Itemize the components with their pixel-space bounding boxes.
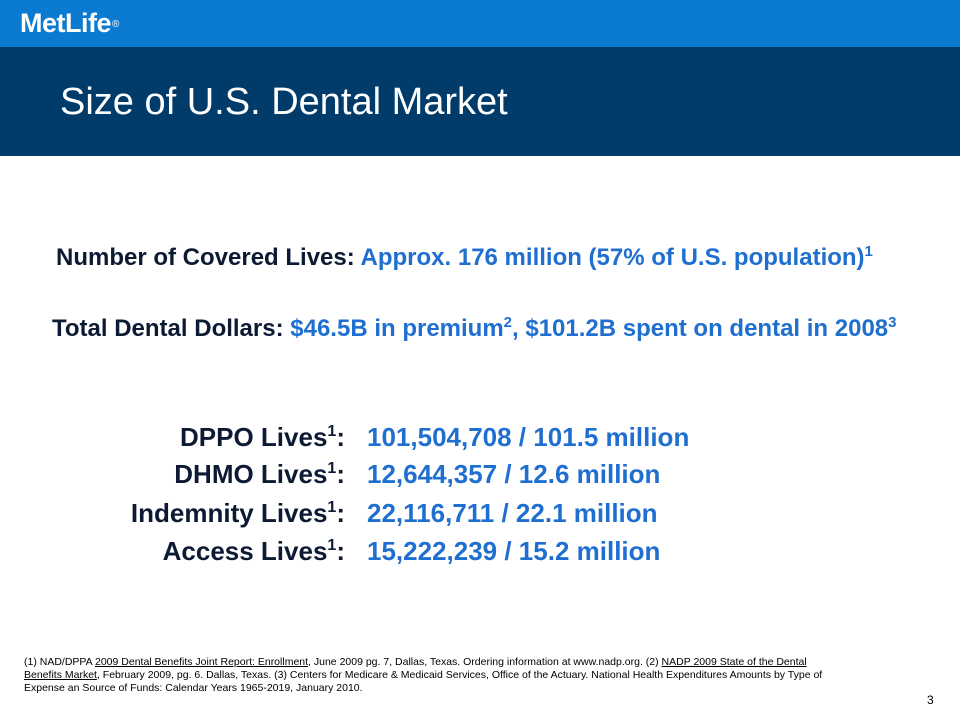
- lives-row-indemnity: Indemnity Lives1: 22,116,711 / 22.1 mill…: [0, 495, 960, 531]
- covered-lives-ref: 1: [864, 243, 873, 260]
- brand-bar: MetLife®: [0, 0, 960, 47]
- footnote-text: , June 2009 pg. 7, Dallas, Texas. Orderi…: [308, 656, 662, 668]
- title-band: [0, 47, 960, 156]
- premium-value: $46.5B in premium: [283, 315, 504, 342]
- lives-value: 12,644,357 / 12.6 million: [367, 459, 661, 489]
- covered-lives-label: Number of Covered Lives:: [56, 244, 355, 271]
- footnote-source-title: NADP 2009 State of the Dental Benefits M…: [24, 656, 807, 681]
- footnote-text: (1) NAD/DPPA: [24, 656, 95, 668]
- spent-ref: 3: [888, 314, 897, 331]
- dental-dollars-paragraph: Total Dental Dollars: $46.5B in premium2…: [52, 315, 922, 342]
- lives-label-text: Access Lives: [162, 536, 328, 566]
- lives-label-text: Indemnity Lives: [130, 498, 328, 528]
- lives-colon: :: [336, 536, 345, 566]
- footnote-source-title: 2009 Dental Benefits Joint Report: Enrol…: [95, 656, 309, 668]
- lives-ref: 1: [327, 460, 337, 477]
- dental-dollars-label: Total Dental Dollars:: [52, 315, 284, 342]
- page-number: 3: [927, 693, 934, 707]
- lives-ref: 1: [327, 423, 337, 440]
- lives-value: 101,504,708 / 101.5 million: [367, 422, 690, 452]
- lives-row-dhmo: DHMO Lives1: 12,644,357 / 12.6 million: [0, 456, 960, 492]
- lives-colon: :: [336, 422, 345, 452]
- lives-label: Indemnity Lives1:: [131, 495, 345, 531]
- lives-label: DPPO Lives1:: [180, 419, 345, 455]
- lives-label: Access Lives1:: [163, 533, 345, 569]
- lives-ref: 1: [327, 499, 337, 516]
- lives-label-text: DPPO Lives: [180, 422, 328, 452]
- lives-value: 15,222,239 / 15.2 million: [367, 536, 661, 566]
- covered-lives-value: Approx. 176 million (57% of U.S. populat…: [354, 244, 865, 271]
- metlife-logo: MetLife®: [20, 6, 119, 40]
- slide-title: Size of U.S. Dental Market: [60, 81, 508, 123]
- lives-ref: 1: [327, 537, 337, 554]
- lives-colon: :: [336, 498, 345, 528]
- lives-colon: :: [336, 459, 345, 489]
- logo-text: MetLife: [20, 8, 112, 38]
- premium-ref: 2: [503, 314, 513, 331]
- footnote-text: , February 2009, pg. 6. Dallas, Texas. (…: [24, 669, 823, 694]
- lives-label: DHMO Lives1:: [174, 456, 345, 492]
- footnote: (1) NAD/DPPA 2009 Dental Benefits Joint …: [24, 656, 844, 695]
- registered-mark: ®: [112, 19, 119, 30]
- spent-value: , $101.2B spent on dental in 2008: [512, 315, 889, 342]
- lives-value: 22,116,711 / 22.1 million: [367, 498, 658, 528]
- covered-lives-paragraph: Number of Covered Lives: Approx. 176 mil…: [56, 244, 916, 271]
- lives-row-dppo: DPPO Lives1: 101,504,708 / 101.5 million: [0, 419, 960, 455]
- lives-row-access: Access Lives1: 15,222,239 / 15.2 million: [0, 533, 960, 569]
- lives-label-text: DHMO Lives: [174, 459, 328, 489]
